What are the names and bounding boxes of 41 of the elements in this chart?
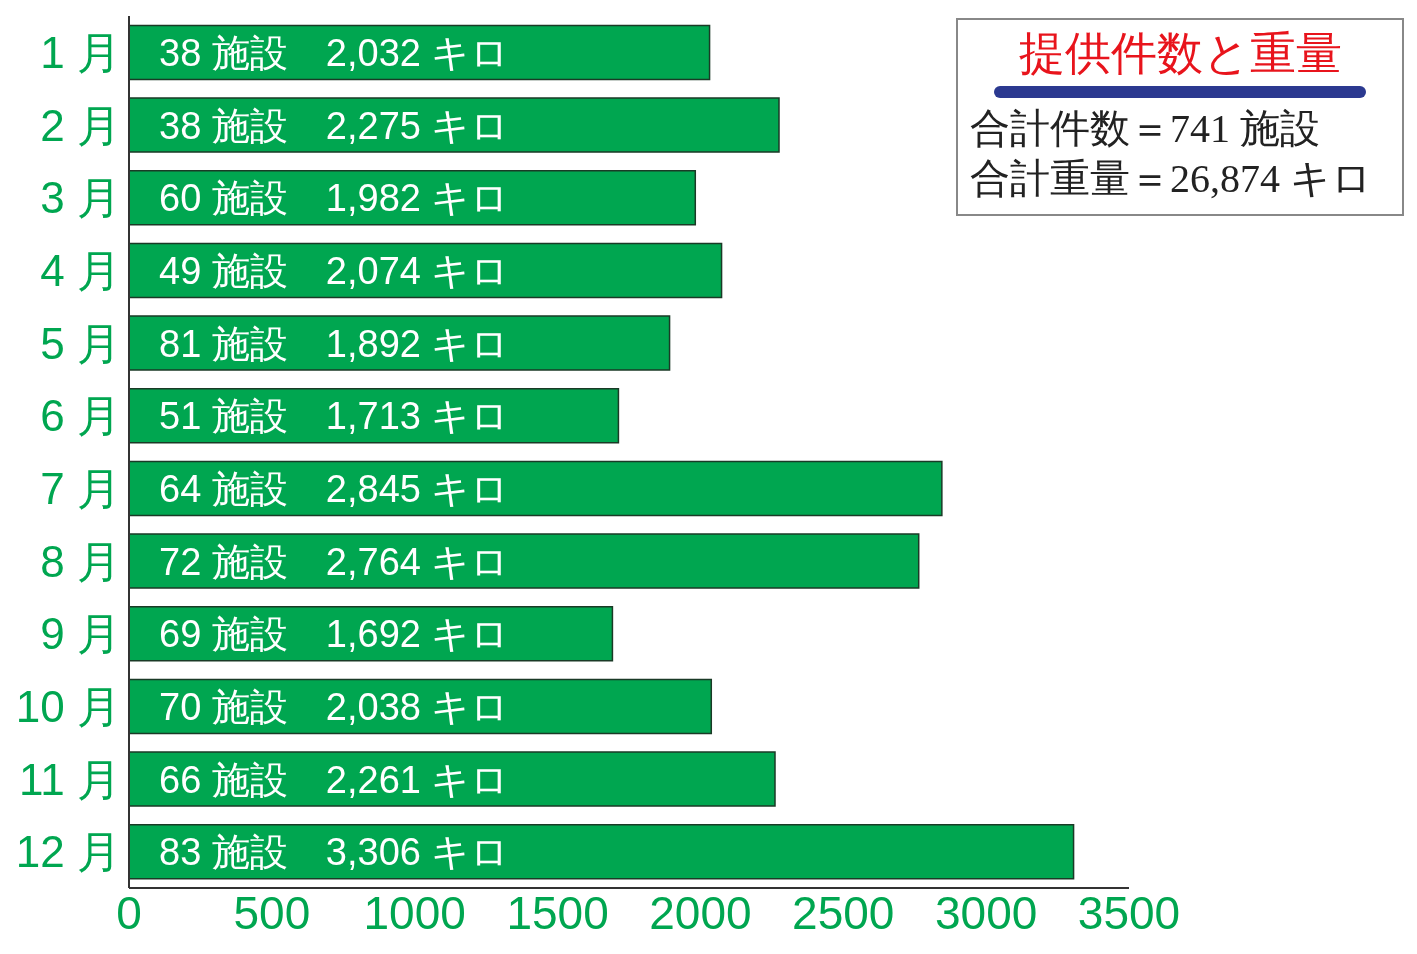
data-label: 51 施設 1,713 キロ (159, 395, 510, 438)
x-tick-label: 0 (116, 886, 142, 939)
data-label: 69 施設 1,692 キロ (159, 613, 510, 656)
y-tick-label: 6 月 (40, 391, 121, 441)
y-tick-label: 1 月 (40, 27, 121, 77)
data-label: 64 施設 2,845 キロ (159, 467, 510, 510)
bar (129, 533, 920, 589)
bar (129, 460, 943, 517)
data-label: 66 施設 2,261 キロ (159, 758, 510, 801)
bar (129, 824, 1075, 880)
y-tick-label: 5 月 (40, 318, 121, 368)
y-tick-label: 4 月 (40, 245, 121, 295)
data-label: 38 施設 2,275 キロ (159, 104, 510, 147)
y-tick-label: 11 月 (19, 754, 121, 804)
y-tick-label: 10 月 (15, 681, 121, 731)
chart-title: 提供件数と重量 (1017, 27, 1343, 81)
x-tick-label: 500 (233, 886, 311, 939)
y-tick-label: 12 月 (15, 827, 121, 877)
bar (129, 170, 697, 226)
annotation: 合計件数＝741 施設 (970, 105, 1321, 153)
bar (129, 751, 776, 807)
x-tick-label: 3500 (1077, 886, 1181, 939)
x-tick-label: 2000 (649, 886, 752, 939)
data-label: 81 施設 1,892 キロ (159, 322, 510, 365)
annotation: 合計重量＝26,874 キロ (970, 155, 1373, 203)
y-tick-label: 9 月 (40, 609, 121, 659)
data-label: 38 施設 2,032 キロ (159, 31, 510, 74)
bar (129, 97, 780, 153)
y-tick-label: 8 月 (40, 536, 121, 586)
x-tick-label: 3000 (934, 886, 1038, 939)
data-label: 72 施設 2,764 キロ (159, 540, 510, 583)
data-label: 60 施設 1,982 キロ (159, 177, 510, 220)
y-tick-label: 3 月 (40, 173, 121, 223)
data-label: 70 施設 2,038 キロ (159, 685, 510, 728)
x-tick-label: 1000 (363, 886, 466, 939)
data-label: 83 施設 3,306 キロ (159, 831, 510, 874)
data-label: 49 施設 2,074 キロ (159, 249, 510, 292)
x-tick-label: 1500 (506, 886, 609, 939)
y-tick-label: 7 月 (40, 463, 121, 513)
x-tick-label: 2500 (792, 886, 895, 939)
y-tick-label: 2 月 (40, 100, 121, 150)
